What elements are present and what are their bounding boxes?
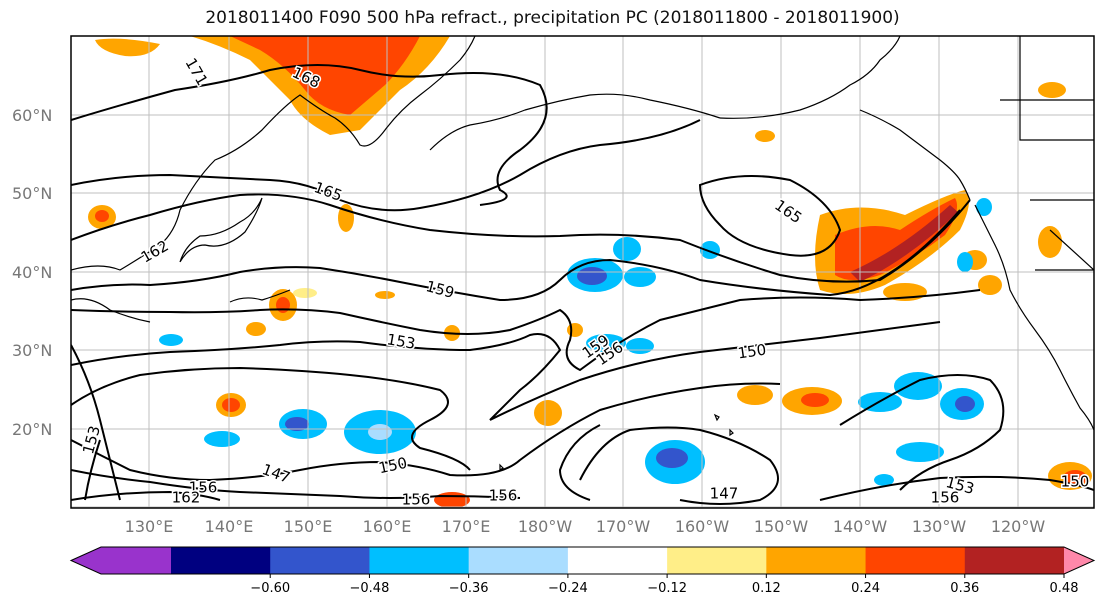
coastlines [71,36,1094,472]
colorbar-segment [865,547,966,574]
colorbar-tick-label: 0.48 [1050,581,1079,596]
colorbar-segment [766,547,867,574]
lon-label: 150°W [754,517,809,536]
contour-label: 159 [424,277,456,302]
contour-label: 150 [736,341,767,363]
colorbar-tick-label: 0.36 [950,581,979,596]
contour-label: 165 [771,196,805,227]
colorbar-tick-label: −0.24 [548,581,588,596]
latitude-axis: 60°N 50°N 40°N 30°N 20°N [12,106,52,439]
contour-label: 147 [710,485,739,503]
contour-label: 147 [260,460,293,487]
colorbar-segment [270,547,370,574]
lon-label: 160°W [675,517,730,536]
precipitation-shading [88,36,1092,508]
lat-label: 50°N [12,184,52,203]
lat-label: 40°N [12,263,52,282]
map-frame [70,35,1095,509]
lon-label: 140°E [205,517,254,536]
contour-label: 150 [377,454,409,478]
colorbar-outline [69,546,1096,575]
contour-label: 171 [181,55,211,89]
colorbar: −0.60 −0.48 −0.36 −0.24 −0.12 0.12 0.24 0.36 0.4… [69,546,1096,596]
colorbar-segment [171,547,271,574]
contour-label: 162 [138,237,172,267]
contour-label: 162 [172,489,201,507]
contour-label: 153 [385,330,416,353]
lon-label: 170°E [442,517,491,536]
contour-label: 156 [402,491,431,509]
colorbar-tick-label: −0.36 [449,581,489,596]
colorbar-tick-label: −0.48 [350,581,390,596]
lon-label: 160°E [363,517,412,536]
lon-label: 140°W [833,517,888,536]
lon-label: 120°W [991,517,1046,536]
colorbar-segment [567,547,668,574]
colorbar-segment [667,547,767,574]
colorbar-extension-high [1064,547,1094,574]
colorbar-tick-label: −0.12 [647,581,687,596]
longitude-axis: 130°E 140°E 150°E 160°E 170°E 180°W 170°… [125,517,1046,536]
lon-label: 130°W [912,517,967,536]
colorbar-tick-label: 0.24 [851,581,880,596]
contour-label: 150 [1061,473,1090,491]
lon-label: 180°W [518,517,573,536]
lat-label: 20°N [12,420,52,439]
contour-lines [71,64,1094,505]
colorbar-tick-label: 0.12 [752,581,781,596]
colorbar-segment [964,547,1065,574]
contour-label: 156 [489,487,518,505]
lon-label: 130°E [125,517,174,536]
colorbar-tick-label: −0.60 [250,581,290,596]
lat-label: 30°N [12,341,52,360]
lon-label: 150°E [284,517,333,536]
colorbar-segment [369,547,470,574]
colorbar-extension-low [71,547,171,574]
lat-label: 60°N [12,106,52,125]
lon-label: 170°W [596,517,651,536]
colorbar-segment [468,547,569,574]
map-title: 2018011400 F090 500 hPa refract., precip… [205,8,900,28]
contour-label: 156 [189,479,218,497]
contour-label: 156 [931,489,960,507]
